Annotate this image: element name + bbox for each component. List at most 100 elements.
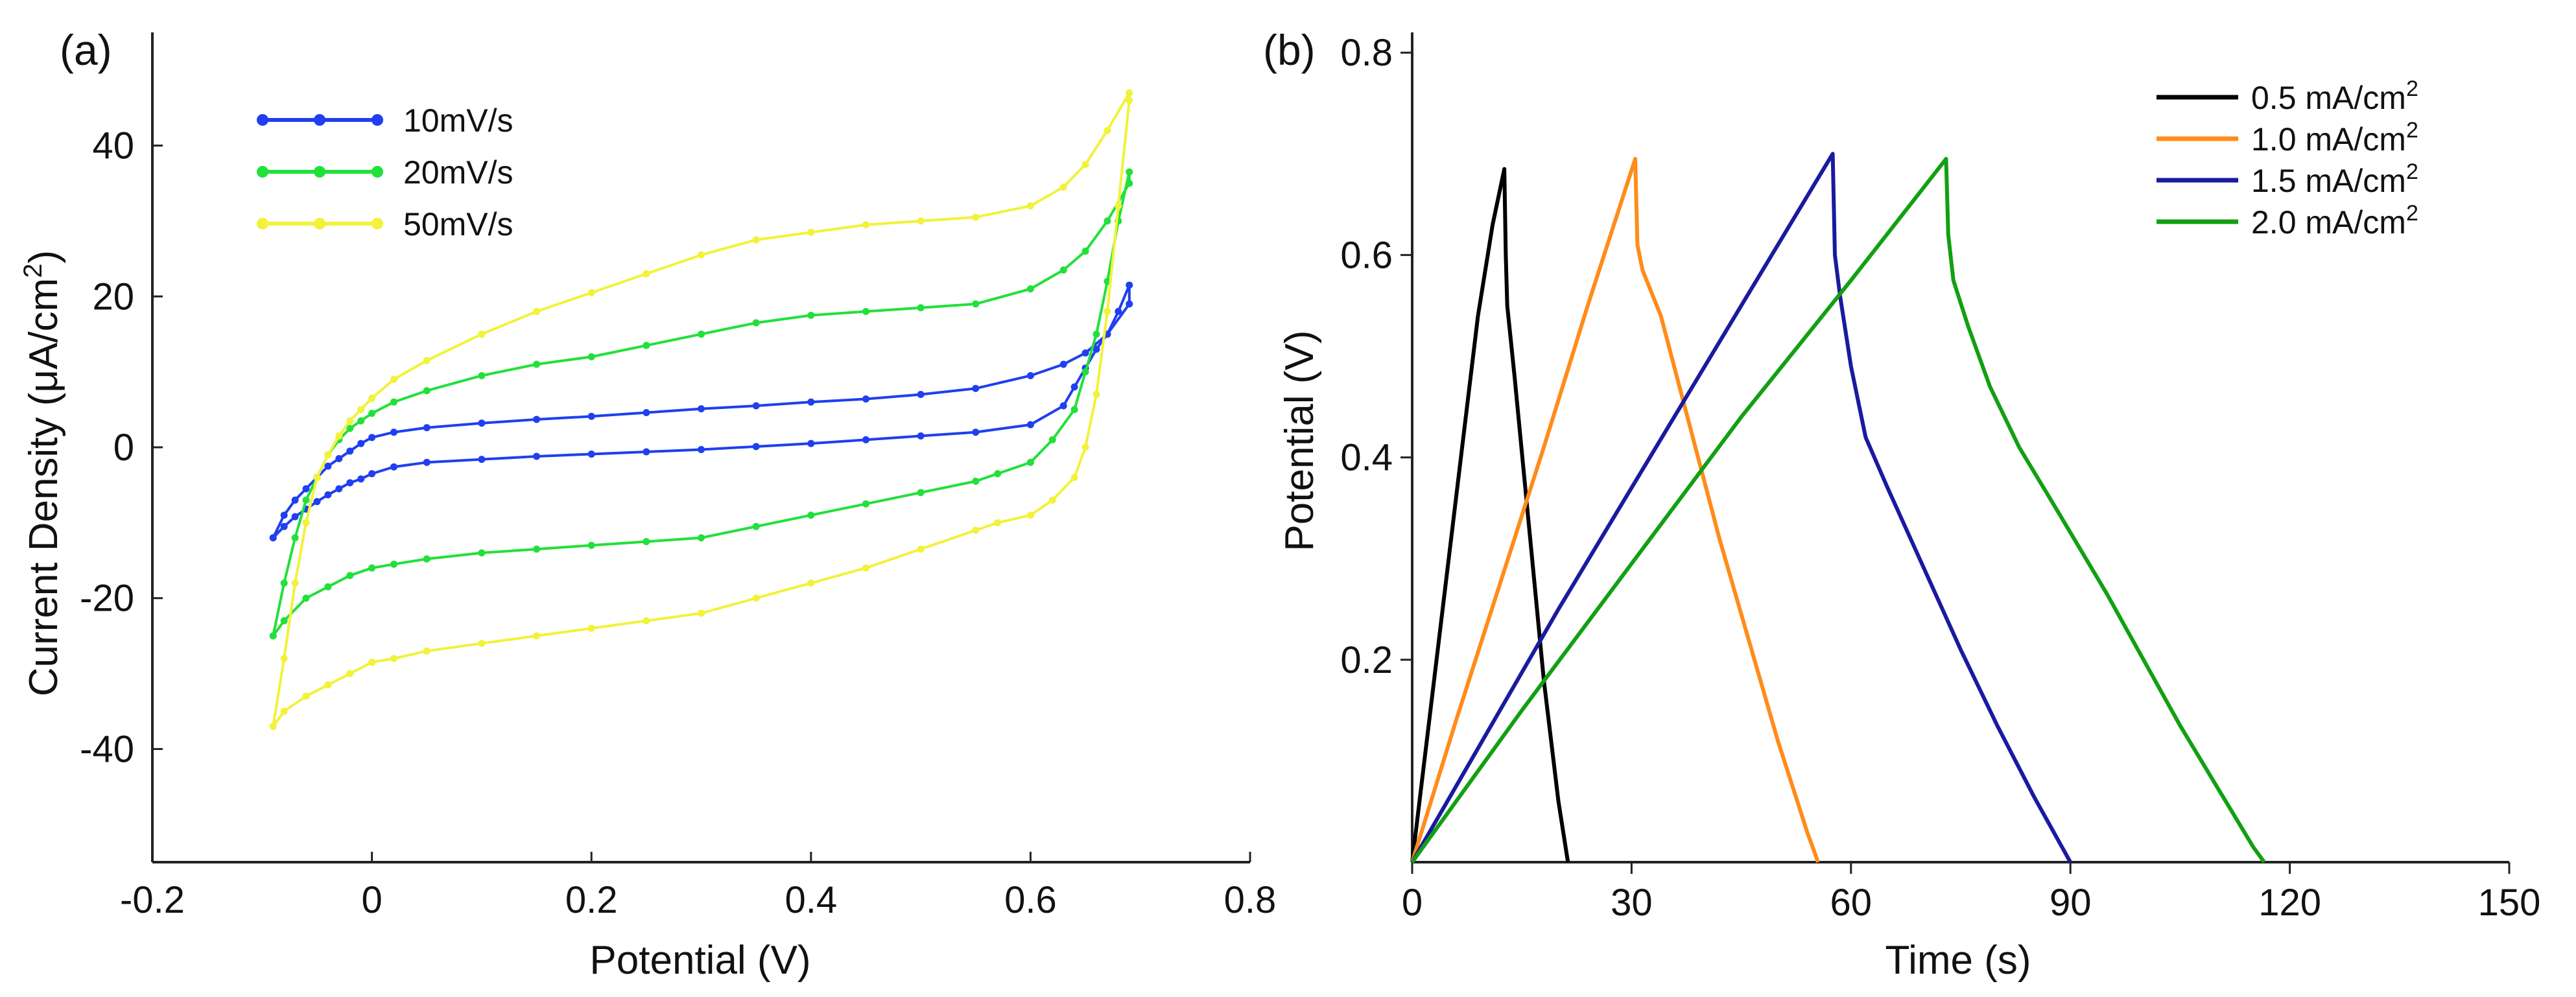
data-point xyxy=(587,624,595,632)
data-point xyxy=(1059,360,1067,368)
data-point xyxy=(478,640,486,648)
data-point xyxy=(390,398,397,406)
data-point xyxy=(280,511,288,519)
data-point xyxy=(1048,496,1056,504)
data-point xyxy=(1059,402,1067,410)
data-point xyxy=(423,387,431,395)
data-point xyxy=(1093,330,1100,338)
legend-label: 1.5 mA/cm2 xyxy=(2251,159,2418,199)
data-point xyxy=(1126,97,1133,104)
data-point xyxy=(862,308,869,316)
panel-a-x-tick-label: -0.2 xyxy=(120,879,185,921)
data-point xyxy=(1104,126,1111,134)
data-point xyxy=(1026,202,1034,210)
data-point xyxy=(917,391,925,399)
data-point xyxy=(280,617,288,625)
data-point xyxy=(478,330,486,338)
data-point xyxy=(752,443,760,451)
panel-a-cv-chart: (a) -0.2 0 0.2 0.4 0.6 0.8 -40 -20 0 20 40 Potenti… xyxy=(19,26,1276,983)
panel-b-y-axis-title: Potential (V) xyxy=(1277,330,1322,551)
data-point xyxy=(1048,436,1056,443)
data-point xyxy=(390,655,397,663)
panel-b-gcd-chart: (b) 0 30 60 90 120 150 0.2 0.4 0.6 0.8 Time (s) P… xyxy=(1263,26,2540,983)
data-point xyxy=(368,394,376,402)
data-point xyxy=(698,405,705,413)
data-point xyxy=(269,723,277,731)
data-point xyxy=(324,583,332,591)
legend-label: 0.5 mA/cm2 xyxy=(2251,76,2418,116)
panel-b-x-tick-label: 60 xyxy=(1830,882,1873,924)
data-point xyxy=(269,534,277,542)
data-point xyxy=(302,692,310,700)
data-point xyxy=(291,579,299,587)
panel-b-y-tick-label: 0.6 xyxy=(1340,234,1393,276)
data-point xyxy=(643,448,650,456)
series-line-0-5-ma-cm xyxy=(1410,167,1570,863)
data-point xyxy=(1081,443,1089,451)
data-point xyxy=(752,319,760,327)
panel-a-x-axis-title: Potential (V) xyxy=(589,938,810,983)
data-point xyxy=(972,300,980,308)
data-point xyxy=(1026,511,1034,519)
data-point xyxy=(917,217,925,225)
data-point xyxy=(478,456,486,463)
data-point xyxy=(862,395,869,403)
data-point xyxy=(917,545,925,553)
data-point xyxy=(324,462,332,470)
data-point xyxy=(423,357,431,364)
data-point xyxy=(1104,308,1111,316)
legend-marker xyxy=(314,218,325,229)
legend-marker xyxy=(314,166,325,178)
data-point xyxy=(643,617,650,625)
data-point xyxy=(390,560,397,568)
data-point xyxy=(280,579,288,587)
data-point xyxy=(994,519,1002,526)
data-point xyxy=(368,470,376,478)
series-line-2-0-ma-cm xyxy=(1410,157,2266,863)
data-point xyxy=(346,572,354,580)
data-point xyxy=(917,432,925,440)
panel-a-x-tick-label: 0.2 xyxy=(565,879,618,921)
data-point xyxy=(423,458,431,466)
data-point xyxy=(280,707,288,715)
data-point xyxy=(346,670,354,677)
data-point xyxy=(280,522,288,530)
data-point xyxy=(972,477,980,485)
data-point xyxy=(587,450,595,458)
data-point xyxy=(533,416,541,423)
data-point xyxy=(1026,285,1034,293)
data-point xyxy=(423,647,431,655)
panel-b-x-tick-label: 150 xyxy=(2478,882,2541,924)
data-point xyxy=(698,445,705,453)
data-point xyxy=(917,489,925,497)
data-point xyxy=(917,304,925,312)
data-point xyxy=(1081,247,1089,255)
data-point xyxy=(807,311,815,319)
data-point xyxy=(587,412,595,420)
data-point xyxy=(752,236,760,244)
panel-a-x-tick-label: 0 xyxy=(361,879,382,921)
data-point xyxy=(1126,180,1133,187)
data-point xyxy=(313,498,321,506)
data-point xyxy=(1081,368,1089,376)
data-point xyxy=(698,330,705,338)
data-point xyxy=(478,549,486,557)
data-point xyxy=(807,398,815,406)
data-point xyxy=(346,479,354,487)
legend-label: 1.0 mA/cm2 xyxy=(2251,118,2418,158)
data-point xyxy=(1081,349,1089,357)
legend-marker xyxy=(257,218,268,229)
data-point xyxy=(368,434,376,441)
data-point xyxy=(1126,281,1133,289)
data-point xyxy=(302,594,310,602)
panel-a-x-tick-label: 0.6 xyxy=(1004,879,1057,921)
data-point xyxy=(643,342,650,349)
data-point xyxy=(1070,383,1078,391)
panel-a-legend: 10mV/s 20mV/s 50mV/s xyxy=(257,102,514,242)
data-point xyxy=(324,451,332,459)
data-point xyxy=(752,522,760,530)
data-point xyxy=(1070,406,1078,414)
data-point xyxy=(368,410,376,417)
data-point xyxy=(1081,161,1089,169)
data-point xyxy=(587,541,595,549)
